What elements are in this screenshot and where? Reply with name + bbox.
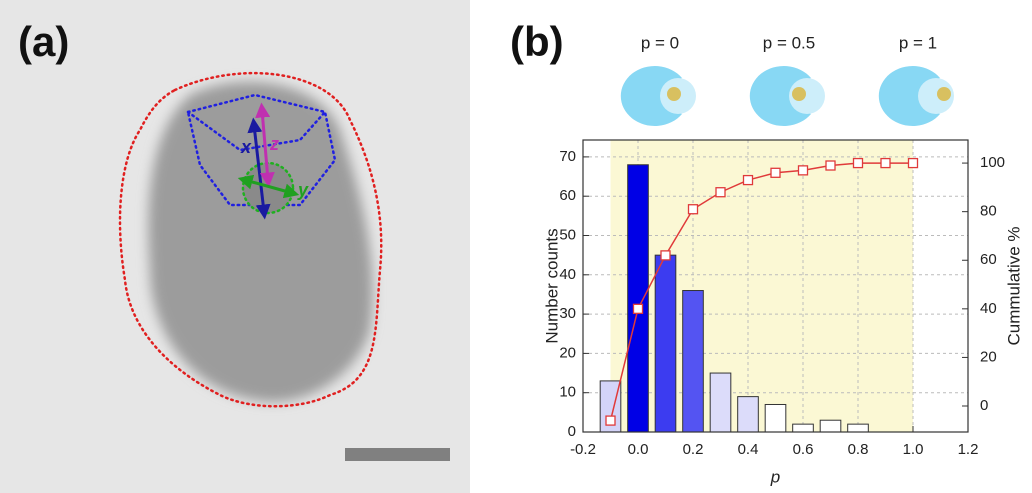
marker (744, 176, 753, 185)
marker (826, 161, 835, 170)
x-axis-label: p (770, 467, 780, 486)
bar (710, 373, 731, 432)
x-tick-label: 0.6 (793, 441, 814, 458)
particle (148, 82, 372, 402)
x-tick-label: -0.2 (570, 441, 596, 458)
marker (606, 416, 615, 425)
scale-bar (345, 448, 450, 461)
x-tick-label: 0.8 (848, 441, 869, 458)
x-tick-label: 0.0 (628, 441, 649, 458)
figure: x y z (a) (b) p = 0 p = 0.5 p = 1 -0.2 0.0 0… (0, 0, 1032, 493)
y-tick-label: 50 (559, 226, 576, 243)
y-tick-label: 70 (559, 148, 576, 165)
marker (854, 159, 863, 168)
marker (716, 188, 725, 197)
marker (634, 304, 643, 313)
marker (909, 159, 918, 168)
schematic-label: p = 0.5 (763, 33, 815, 52)
y-tick-label: 10 (559, 384, 576, 401)
panel-label: (b) (510, 18, 564, 65)
x-tick-label: 1.2 (958, 441, 979, 458)
bar (765, 404, 786, 432)
bar (793, 424, 814, 432)
bar (655, 255, 676, 432)
y-axis-label: Number counts (542, 228, 561, 343)
schematic-dot (792, 87, 806, 101)
schematic-label: p = 0 (641, 33, 679, 52)
x-tick-label: 1.0 (903, 441, 924, 458)
marker (771, 168, 780, 177)
marker (661, 251, 670, 260)
bar (848, 424, 869, 432)
y2-tick-label: 100 (980, 154, 1005, 171)
schematic-dot (667, 87, 681, 101)
y2-tick-label: 0 (980, 397, 988, 414)
axis-label-y: y (297, 180, 309, 200)
bar (628, 165, 649, 432)
axis-label-z: z (269, 134, 279, 154)
axis-label-x: x (240, 137, 252, 157)
panel-label: (a) (18, 18, 69, 65)
y2-tick-label: 60 (980, 251, 997, 268)
y-tick-label: 20 (559, 344, 576, 361)
x-tick-label: 0.4 (738, 441, 759, 458)
schematic-label: p = 1 (899, 33, 937, 52)
y2-tick-label: 80 (980, 203, 997, 220)
schematic-dot (937, 87, 951, 101)
y2-tick-label: 40 (980, 300, 997, 317)
y2-tick-label: 20 (980, 348, 997, 365)
y-tick-label: 40 (559, 266, 576, 283)
y-tick-label: 0 (568, 423, 576, 440)
bar (738, 397, 759, 432)
schematics: p = 0 p = 0.5 p = 1 (621, 33, 954, 126)
y2-axis-label: Cummulative % (1004, 226, 1023, 345)
bar (683, 291, 704, 432)
plot: -0.2 0.0 0.2 0.4 0.6 0.8 1.0 1.2 0 10 20 30 40 50 60 70… (542, 140, 1023, 486)
bar (820, 420, 841, 432)
marker (881, 159, 890, 168)
marker (799, 166, 808, 175)
y-tick-label: 30 (559, 305, 576, 322)
x-tick-label: 0.2 (683, 441, 704, 458)
y-tick-label: 60 (559, 187, 576, 204)
marker (689, 205, 698, 214)
